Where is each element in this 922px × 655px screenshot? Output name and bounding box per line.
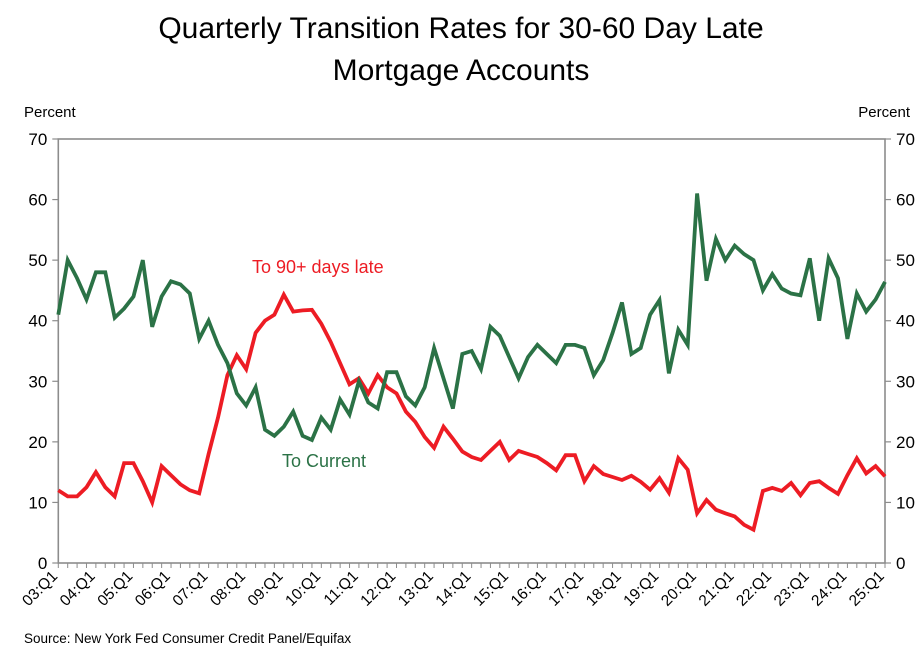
- x-tick-label: 20:Q1: [658, 568, 700, 610]
- x-tick-label: 08:Q1: [207, 568, 249, 610]
- chart-title-line2: Mortgage Accounts: [332, 54, 590, 87]
- x-tick-label: 21:Q1: [696, 568, 738, 610]
- chart-title-line1: Quarterly Transition Rates for 30-60 Day…: [158, 12, 764, 45]
- y-tick-label-right: 70: [896, 130, 915, 149]
- x-tick-label: 07:Q1: [170, 568, 212, 610]
- y-tick-label-right: 60: [896, 191, 915, 210]
- y-tick-label-left: 10: [28, 493, 47, 512]
- x-tick-label: 18:Q1: [583, 568, 625, 610]
- x-tick-label: 19:Q1: [620, 568, 662, 610]
- y-axis-unit-right: Percent: [858, 104, 910, 121]
- to-current-line: [56, 193, 887, 443]
- x-tick-label: 11:Q1: [321, 568, 362, 609]
- x-tick-label: 24:Q1: [808, 568, 850, 610]
- x-tick-label: 17:Q1: [545, 568, 587, 610]
- series-label-to-current: To Current: [282, 451, 367, 471]
- x-tick-label: 14:Q1: [433, 568, 475, 610]
- x-tick-label: 10:Q1: [282, 568, 324, 610]
- x-tick-label: 09:Q1: [245, 568, 287, 610]
- y-tick-label-right: 10: [896, 493, 915, 512]
- x-tick-label: 12:Q1: [357, 568, 399, 610]
- y-tick-label-left: 0: [38, 554, 47, 573]
- y-tick-label-left: 60: [28, 191, 47, 210]
- y-tick-label-left: 30: [28, 372, 47, 391]
- x-tick-label: 22:Q1: [733, 568, 775, 610]
- y-tick-label-right: 20: [896, 433, 915, 452]
- x-tick-label: 25:Q1: [846, 568, 888, 610]
- y-tick-label-right: 50: [896, 251, 915, 270]
- y-tick-label-right: 40: [896, 312, 915, 331]
- x-tick-label: 03:Q1: [19, 568, 61, 610]
- y-tick-label-right: 0: [896, 554, 905, 573]
- y-tick-label-left: 40: [28, 312, 47, 331]
- y-tick-label-left: 70: [28, 130, 47, 149]
- x-tick-label: 16:Q1: [508, 568, 550, 610]
- x-tick-label: 05:Q1: [94, 568, 136, 610]
- y-axis-unit-left: Percent: [24, 104, 76, 121]
- source-note: Source: New York Fed Consumer Credit Pan…: [24, 631, 352, 646]
- x-tick-label: 13:Q1: [395, 568, 437, 610]
- series-label-90-plus-late: To 90+ days late: [252, 257, 384, 277]
- y-tick-label-left: 20: [28, 433, 47, 452]
- y-tick-label-right: 30: [896, 372, 915, 391]
- to-90-plus-days-late-line: [57, 290, 887, 533]
- chart-title: Quarterly Transition Rates for 30-60 Day…: [0, 8, 922, 92]
- x-tick-label: 23:Q1: [771, 568, 813, 610]
- x-tick-label: 06:Q1: [132, 568, 174, 610]
- x-tick-label: 15:Q1: [470, 568, 512, 610]
- x-tick-label: 04:Q1: [57, 568, 99, 610]
- y-tick-label-left: 50: [28, 251, 47, 270]
